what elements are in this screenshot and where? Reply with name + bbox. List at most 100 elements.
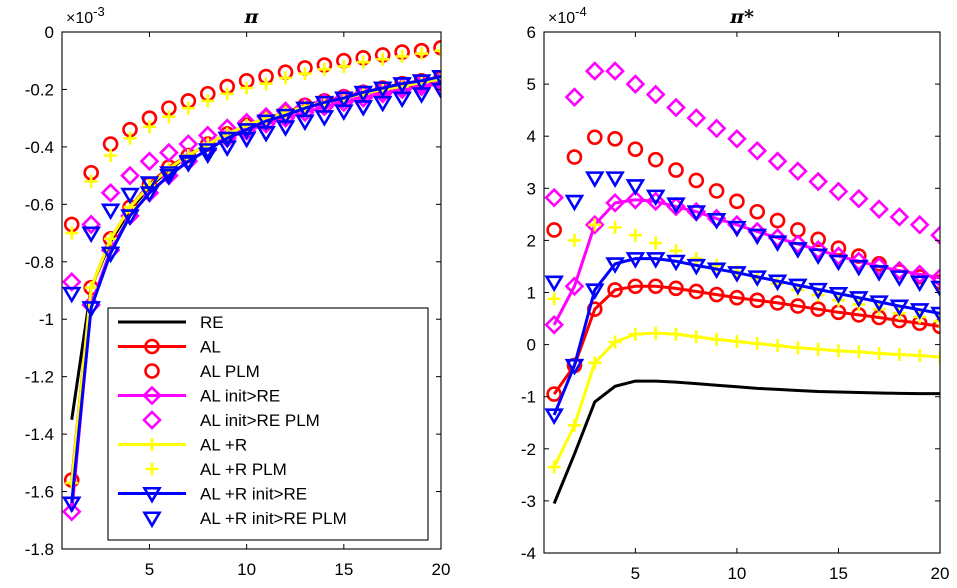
series-al-r <box>547 326 940 474</box>
legend-label: AL +R init>RE <box>200 485 307 504</box>
data-point <box>771 339 785 353</box>
data-point <box>848 188 869 209</box>
data-point <box>584 61 605 81</box>
data-point <box>605 171 625 188</box>
legend: RE AL AL PLM AL init>RE AL init>RE PLM AL +R A… <box>107 307 429 541</box>
data-point <box>788 234 808 254</box>
data-point <box>831 344 845 358</box>
data-point <box>869 199 889 219</box>
axis-exponent: ×10-4 <box>548 4 587 27</box>
data-point <box>546 386 562 402</box>
legend-entry: AL PLM <box>144 362 260 381</box>
data-point <box>392 91 412 109</box>
y-tick-label: -0.6 <box>25 195 54 214</box>
legend-marker <box>142 511 162 529</box>
series-re <box>552 379 940 505</box>
data-point <box>395 49 409 63</box>
data-point <box>828 246 849 266</box>
data-point <box>848 259 869 277</box>
data-point <box>100 183 121 203</box>
data-point <box>142 120 156 134</box>
plot-area <box>544 61 940 505</box>
data-point <box>584 171 605 188</box>
legend-label: RE <box>200 313 224 332</box>
data-point <box>930 280 940 298</box>
y-tick-label: -3 <box>521 492 536 511</box>
x-tick-label: 10 <box>727 564 746 583</box>
data-point <box>434 44 441 58</box>
data-point <box>181 101 195 115</box>
data-point <box>605 61 625 81</box>
legend-marker <box>142 410 162 430</box>
data-point <box>81 226 101 244</box>
data-point <box>933 314 940 328</box>
y-tick-label: -1 <box>521 388 536 407</box>
data-point <box>869 256 889 277</box>
data-point <box>706 118 727 139</box>
data-point <box>747 228 768 246</box>
data-point <box>584 283 605 300</box>
data-point <box>84 281 98 295</box>
x-tick-label: 10 <box>237 560 256 579</box>
chart-title: π* <box>729 6 754 28</box>
y-tick-label: -1 <box>39 310 54 329</box>
legend-entry: AL +R init>RE <box>118 485 307 504</box>
data-point <box>567 233 581 247</box>
data-point <box>627 141 644 158</box>
data-point <box>431 69 441 87</box>
legend-marker <box>142 486 162 504</box>
data-point <box>139 151 160 172</box>
data-point <box>546 222 562 238</box>
legend-label: AL <box>200 338 221 357</box>
legend-label: AL init>RE <box>200 387 280 406</box>
data-point <box>81 214 101 235</box>
y-tick-label: -2 <box>521 440 536 459</box>
data-point <box>750 337 764 351</box>
legend-entry: AL +R PLM <box>145 460 287 479</box>
data-point <box>240 81 254 95</box>
data-point <box>625 179 646 196</box>
data-point <box>295 114 315 132</box>
data-point <box>729 193 745 210</box>
data-point <box>791 341 805 355</box>
data-point <box>848 251 869 272</box>
data-point <box>607 131 623 147</box>
y-tick-label: 5 <box>527 75 536 94</box>
data-point <box>747 270 768 287</box>
data-point <box>411 74 432 91</box>
data-point <box>909 275 930 293</box>
data-point <box>608 335 622 349</box>
data-point <box>688 172 705 189</box>
data-point <box>334 104 354 122</box>
data-point <box>909 214 930 235</box>
legend-entry: AL +R init>RE PLM <box>142 509 347 529</box>
y-tick-label: -0.8 <box>25 253 54 272</box>
data-point <box>933 350 940 364</box>
data-point <box>688 283 705 300</box>
data-point <box>628 228 642 242</box>
data-point <box>411 87 432 104</box>
data-point <box>788 278 808 296</box>
legend-entry: AL +R <box>118 436 247 455</box>
data-point <box>808 239 828 260</box>
data-point <box>337 59 351 73</box>
data-point <box>544 187 564 208</box>
data-point <box>666 254 686 272</box>
data-point <box>178 156 199 173</box>
y-tick-label: -1.4 <box>25 425 54 444</box>
data-point <box>788 161 808 181</box>
data-point <box>605 193 625 213</box>
x-tick-label: 20 <box>432 560 451 579</box>
data-point <box>162 110 176 124</box>
data-point <box>62 272 82 292</box>
data-point <box>649 236 663 250</box>
series-al-init-re-plm <box>544 61 940 246</box>
data-point <box>120 209 140 226</box>
data-point <box>84 174 98 188</box>
data-point <box>588 356 602 370</box>
data-point <box>201 94 215 108</box>
legend-label: AL +R init>RE PLM <box>200 509 347 528</box>
y-tick-label: 0 <box>45 23 54 42</box>
